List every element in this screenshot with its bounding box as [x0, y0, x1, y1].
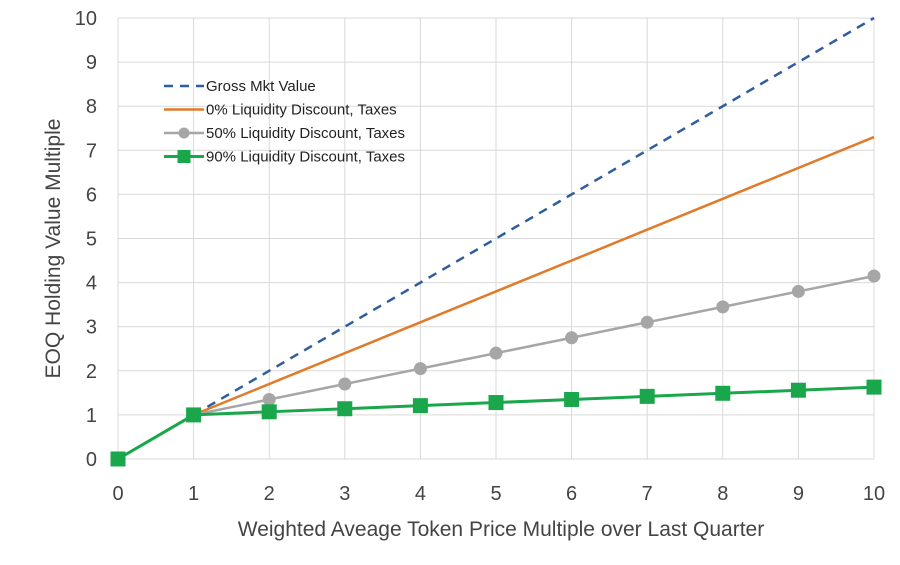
series-2-point [791, 284, 805, 298]
x-tick-label: 2 [264, 483, 275, 505]
x-tick-label: 1 [188, 483, 199, 505]
series-3-point [866, 379, 882, 395]
y-tick-label: 9 [86, 52, 97, 74]
series-3-point [261, 404, 277, 420]
series-3-point [186, 407, 202, 423]
x-tick-label: 4 [415, 483, 426, 505]
series-3-point [715, 385, 731, 401]
y-axis-label: EOQ Holding Value Multiple [42, 119, 65, 379]
series-2-point [716, 300, 730, 314]
x-tick-label: 10 [863, 483, 885, 505]
series-3-point [110, 451, 126, 467]
y-tick-label: 10 [75, 8, 97, 30]
tick-labels: 0 1 2 3 4 5 6 7 8 9 10 0 1 2 3 4 5 6 7 8 9 10 [75, 8, 885, 505]
x-tick-label: 0 [112, 483, 123, 505]
x-tick-label: 5 [490, 483, 501, 505]
legend-label-0: Gross Mkt Value [206, 78, 316, 95]
series-line-2 [193, 274, 875, 417]
y-tick-label: 8 [86, 96, 97, 118]
series-3-point [488, 395, 504, 411]
x-axis-label: Weighted Aveage Token Price Multiple ove… [238, 518, 764, 541]
y-tick-label: 4 [86, 273, 97, 295]
y-tick-label: 6 [86, 184, 97, 206]
series-3-point [790, 382, 806, 398]
series-3-point [337, 401, 353, 417]
y-tick-label: 7 [86, 140, 97, 162]
legend-label-2: 50% Liquidity Discount, Taxes [206, 125, 405, 142]
series-2-point [262, 392, 276, 406]
legend-marker-3 [177, 150, 191, 163]
grid-lines [117, 17, 875, 460]
series-3-point [564, 391, 580, 407]
series-3-point [412, 398, 428, 414]
series-3-point [639, 388, 655, 404]
x-tick-label: 9 [793, 483, 804, 505]
series-2-point [338, 377, 352, 391]
x-tick-label: 3 [339, 483, 350, 505]
x-tick-label: 7 [642, 483, 653, 505]
legend-label-1: 0% Liquidity Discount, Taxes [206, 102, 397, 119]
y-tick-label: 0 [86, 449, 97, 471]
y-tick-label: 1 [86, 405, 97, 427]
legend-marker-2 [178, 127, 190, 139]
x-tick-label: 8 [717, 483, 728, 505]
series-2-point [640, 315, 654, 329]
series-2-point [489, 346, 503, 360]
legend: Gross Mkt Value 0% Liquidity Discount, Ta… [164, 78, 405, 166]
series-2-point [867, 269, 881, 283]
legend-label-3: 90% Liquidity Discount, Taxes [206, 149, 405, 166]
y-tick-label: 2 [86, 361, 97, 383]
series-line-1 [193, 135, 875, 417]
y-tick-label: 3 [86, 317, 97, 339]
series-line-0 [192, 16, 875, 416]
series-2-point [413, 362, 427, 376]
y-tick-label: 5 [86, 229, 97, 251]
x-tick-label: 6 [566, 483, 577, 505]
series-2-point [565, 331, 579, 345]
series-layer [110, 16, 882, 467]
